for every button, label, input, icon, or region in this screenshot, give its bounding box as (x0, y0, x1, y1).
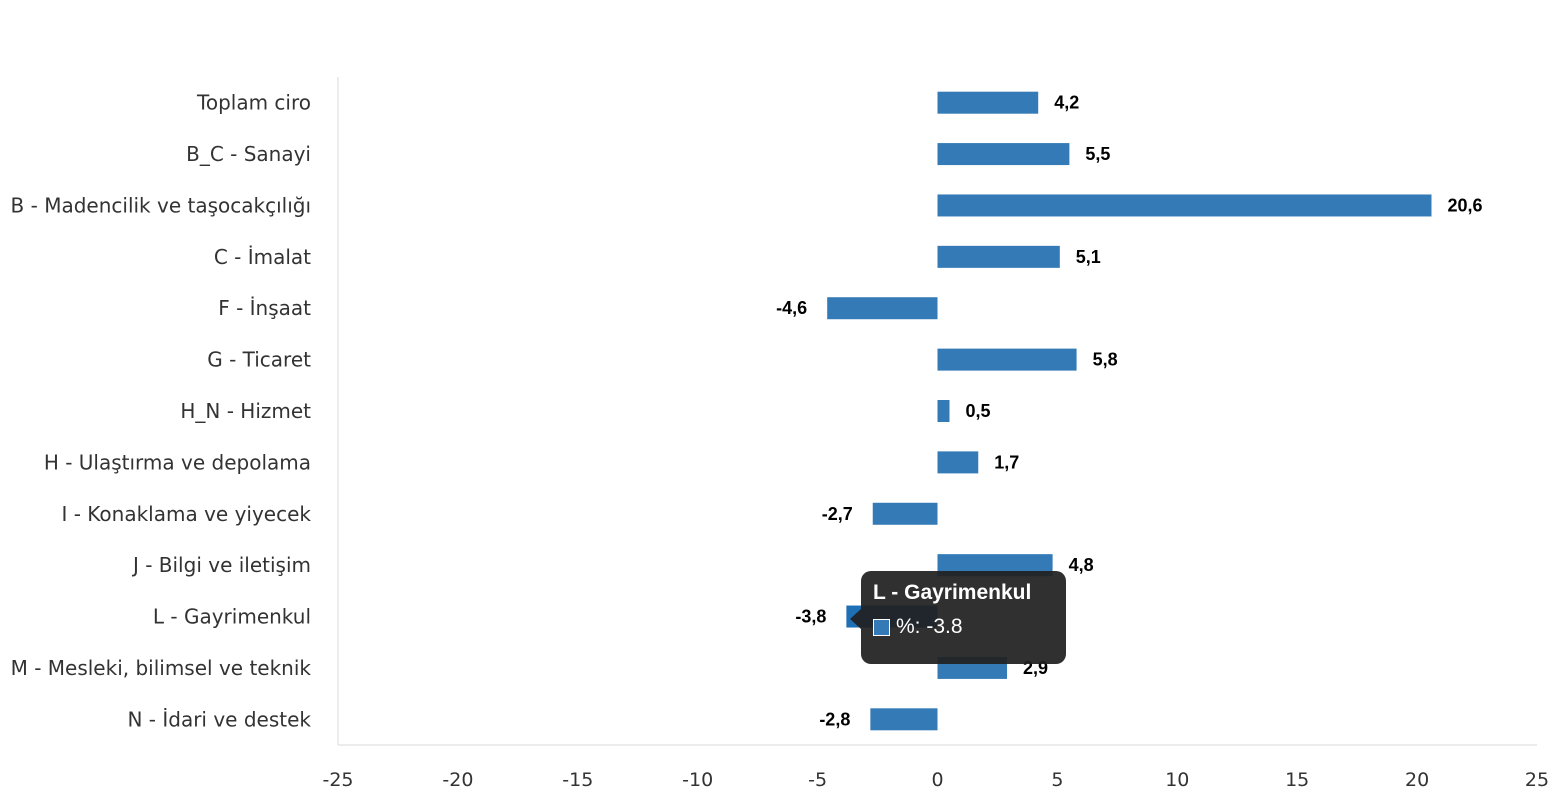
axis-layer: -25 -20 -15 -10 -5 0 5 10 15 20 25 (322, 77, 1549, 791)
tooltip-title: L - Gayrimenkul (873, 581, 1032, 604)
category-label: L - Gayrimenkul (153, 605, 311, 629)
labels-layer: Toplam ciro 4,2 B_C - Sanayi 5,5 B - Madenci… (11, 91, 1483, 732)
data-label: 4,8 (1069, 555, 1094, 575)
bar[interactable] (937, 194, 1432, 217)
category-label: H_N - Hizmet (180, 399, 311, 423)
bar[interactable] (937, 554, 1053, 577)
x-tick-label: -25 (322, 769, 353, 791)
category-label: N - İdari ve destek (127, 707, 311, 731)
data-label: 20,6 (1447, 195, 1482, 215)
category-label: B_C - Sanayi (186, 142, 311, 166)
data-label: 4,2 (1054, 93, 1079, 113)
category-label: Toplam ciro (196, 91, 311, 115)
data-label: -4,6 (776, 298, 807, 318)
bar[interactable] (827, 297, 938, 320)
data-label: -2,8 (819, 709, 850, 729)
x-tick-label: -10 (682, 769, 713, 791)
data-label: 1,7 (994, 452, 1019, 472)
data-label: -2,7 (822, 504, 853, 524)
bar[interactable] (870, 708, 938, 731)
category-label: B - Madencilik ve taşocakçılığı (11, 193, 311, 217)
bar[interactable] (937, 143, 1070, 166)
x-tick-label: 10 (1165, 769, 1189, 791)
chart-tooltip: L - Gayrimenkul %: -3.8 (850, 571, 1066, 664)
x-tick-label: -15 (562, 769, 593, 791)
data-label: -3,8 (795, 607, 826, 627)
data-label: 0,5 (965, 401, 990, 421)
bar[interactable] (937, 451, 979, 474)
category-label: C - İmalat (214, 245, 311, 269)
x-tick-label: 25 (1525, 769, 1549, 791)
data-label: 5,1 (1076, 247, 1101, 267)
category-label: J - Bilgi ve iletişim (131, 553, 311, 577)
tooltip-value: %: -3.8 (896, 615, 963, 638)
x-tick-label: -20 (442, 769, 473, 791)
category-label: G - Ticaret (207, 348, 311, 372)
tooltip-value-row: %: -3.8 (873, 615, 1054, 639)
tooltip-series-swatch (873, 618, 890, 636)
x-tick-label: 0 (931, 769, 943, 791)
data-label: 5,5 (1085, 144, 1110, 164)
x-tick-label: 15 (1285, 769, 1309, 791)
x-tick-label: 5 (1051, 769, 1063, 791)
bar[interactable] (937, 245, 1060, 268)
category-label: I - Konaklama ve yiyecek (61, 502, 311, 526)
tooltip-pointer (850, 609, 861, 629)
data-label: 5,8 (1093, 350, 1118, 370)
x-tick-label: -5 (808, 769, 827, 791)
bar[interactable] (937, 91, 1039, 114)
bar[interactable] (872, 502, 938, 525)
bar[interactable] (937, 400, 950, 422)
bar[interactable] (937, 348, 1077, 371)
category-label: M - Mesleki, bilimsel ve teknik (11, 656, 312, 680)
x-tick-label: 20 (1405, 769, 1429, 791)
category-label: H - Ulaştırma ve depolama (44, 450, 311, 474)
category-label: F - İnşaat (218, 296, 311, 320)
